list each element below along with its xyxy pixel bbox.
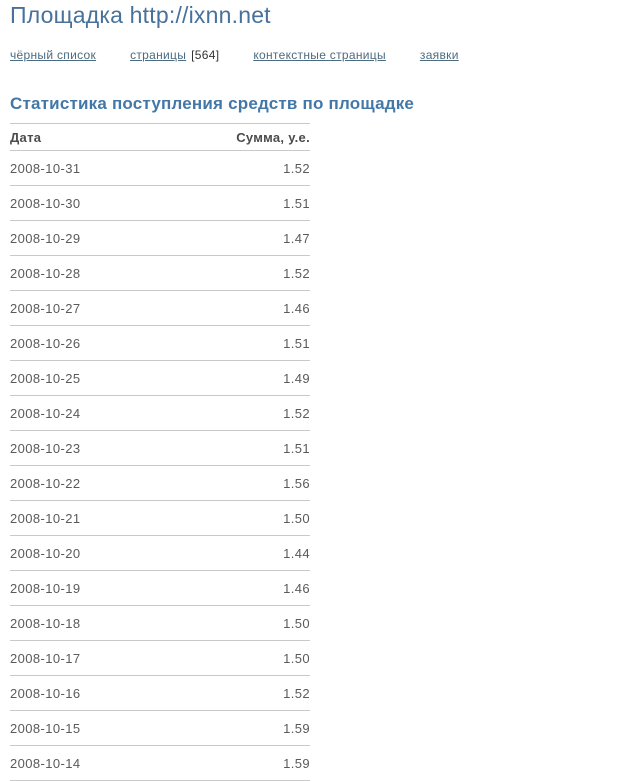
table-row: 2008-10-21 1.50 [10, 500, 310, 536]
date-cell: 2008-10-15 [10, 710, 160, 746]
sum-cell: 1.56 [160, 465, 310, 501]
sum-cell: 1.52 [160, 150, 310, 186]
nav-link-pages[interactable]: страницы [130, 48, 187, 62]
sum-cell: 1.44 [160, 535, 310, 571]
table-row: 2008-10-28 1.52 [10, 255, 310, 291]
sum-cell: 1.52 [160, 255, 310, 291]
stats-table: Дата Сумма, у.е. 2008-10-31 1.52 2008-10… [10, 123, 310, 781]
table-row: 2008-10-20 1.44 [10, 535, 310, 571]
nav-link-blacklist[interactable]: чёрный список [10, 48, 97, 62]
table-row: 2008-10-17 1.50 [10, 640, 310, 676]
sum-cell: 1.50 [160, 605, 310, 641]
table-row: 2008-10-26 1.51 [10, 325, 310, 361]
date-cell: 2008-10-22 [10, 465, 160, 501]
sum-cell: 1.59 [160, 745, 310, 781]
sum-cell: 1.51 [160, 430, 310, 466]
nav-bar: чёрный список страницы [564] контекстные … [10, 48, 630, 62]
table-row: 2008-10-31 1.52 [10, 150, 310, 186]
sum-cell: 1.51 [160, 325, 310, 361]
sum-cell: 1.50 [160, 640, 310, 676]
stats-table-head: Дата Сумма, у.е. [10, 123, 310, 151]
table-row: 2008-10-22 1.56 [10, 465, 310, 501]
sum-cell: 1.52 [160, 675, 310, 711]
page-title: Площадка http://ixnn.net [10, 2, 271, 28]
date-cell: 2008-10-29 [10, 220, 160, 256]
column-header-date: Дата [10, 123, 160, 151]
date-cell: 2008-10-21 [10, 500, 160, 536]
table-row: 2008-10-23 1.51 [10, 430, 310, 466]
sum-cell: 1.51 [160, 185, 310, 221]
date-cell: 2008-10-24 [10, 395, 160, 431]
sum-cell: 1.47 [160, 220, 310, 256]
nav-item-context-pages: контекстные страницы [253, 48, 386, 62]
sum-cell: 1.46 [160, 290, 310, 326]
date-cell: 2008-10-20 [10, 535, 160, 571]
table-row: 2008-10-18 1.50 [10, 605, 310, 641]
nav-item-blacklist: чёрный список [10, 48, 96, 62]
table-row: 2008-10-19 1.46 [10, 570, 310, 606]
sum-cell: 1.46 [160, 570, 310, 606]
date-cell: 2008-10-27 [10, 290, 160, 326]
date-cell: 2008-10-16 [10, 675, 160, 711]
table-row: 2008-10-29 1.47 [10, 220, 310, 256]
date-cell: 2008-10-28 [10, 255, 160, 291]
table-row: 2008-10-25 1.49 [10, 360, 310, 396]
stats-heading: Статистика поступления средств по площад… [10, 94, 415, 113]
sum-cell: 1.49 [160, 360, 310, 396]
date-cell: 2008-10-31 [10, 150, 160, 186]
nav-link-context-pages[interactable]: контекстные страницы [253, 48, 386, 62]
nav-item-pages: страницы [564] [130, 48, 219, 62]
table-row: 2008-10-16 1.52 [10, 675, 310, 711]
pages-count-badge: [564] [191, 48, 220, 62]
sum-cell: 1.50 [160, 500, 310, 536]
table-row: 2008-10-14 1.59 [10, 745, 310, 781]
sum-cell: 1.59 [160, 710, 310, 746]
table-row: 2008-10-27 1.46 [10, 290, 310, 326]
table-row: 2008-10-30 1.51 [10, 185, 310, 221]
date-cell: 2008-10-19 [10, 570, 160, 606]
sum-cell: 1.52 [160, 395, 310, 431]
table-row: 2008-10-24 1.52 [10, 395, 310, 431]
date-cell: 2008-10-25 [10, 360, 160, 396]
date-cell: 2008-10-17 [10, 640, 160, 676]
nav-link-requests[interactable]: заявки [419, 48, 459, 62]
column-header-sum: Сумма, у.е. [160, 123, 310, 151]
date-cell: 2008-10-14 [10, 745, 160, 781]
header-row: Дата Сумма, у.е. [10, 123, 310, 151]
date-cell: 2008-10-26 [10, 325, 160, 361]
stats-table-body: 2008-10-31 1.52 2008-10-30 1.51 2008-10-… [10, 150, 310, 781]
nav-item-requests: заявки [420, 48, 459, 62]
date-cell: 2008-10-18 [10, 605, 160, 641]
date-cell: 2008-10-23 [10, 430, 160, 466]
date-cell: 2008-10-30 [10, 185, 160, 221]
table-row: 2008-10-15 1.59 [10, 710, 310, 746]
